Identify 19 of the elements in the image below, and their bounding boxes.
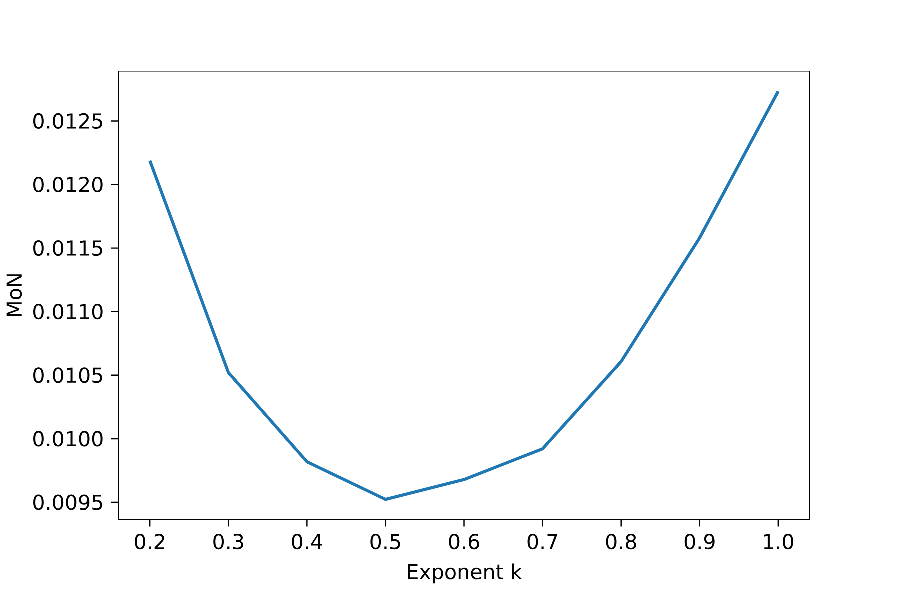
x-tick-label: 0.2 bbox=[135, 534, 164, 550]
x-tick-label: 0.3 bbox=[214, 534, 244, 550]
x-tick-label: 0.5 bbox=[370, 534, 400, 550]
y-tick-label: 0.0125 bbox=[34, 113, 102, 130]
x-tick-label: 0.7 bbox=[528, 534, 558, 550]
x-axis-title: Exponent k bbox=[408, 564, 522, 584]
y-axis-title: MoN bbox=[6, 274, 22, 316]
x-tick-label: 0.4 bbox=[292, 534, 322, 550]
y-tick-label: 0.0095 bbox=[34, 494, 102, 510]
y-tick-label: 0.0105 bbox=[34, 368, 102, 384]
x-tick-label: 1.0 bbox=[764, 534, 794, 550]
y-tick-label: 0.0100 bbox=[34, 431, 103, 447]
y-tick-label: 0.0110 bbox=[34, 304, 103, 320]
line-series bbox=[148, 90, 780, 502]
y-tick-label: 0.0115 bbox=[34, 240, 102, 256]
x-tick-label: 0.8 bbox=[606, 534, 636, 550]
x-tick-label: 0.9 bbox=[684, 534, 715, 550]
x-tick-label: 0.6 bbox=[449, 534, 480, 550]
y-tick-label: 0.0120 bbox=[34, 176, 103, 193]
